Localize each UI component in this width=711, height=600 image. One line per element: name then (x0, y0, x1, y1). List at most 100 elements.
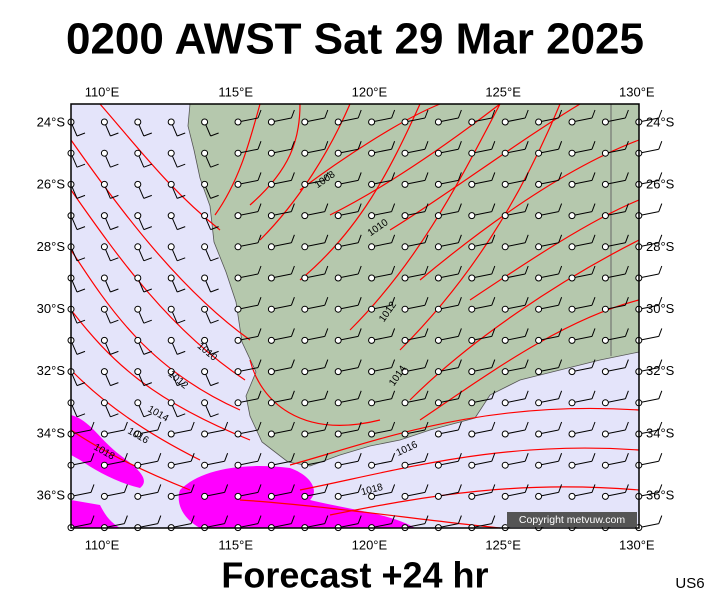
station (267, 212, 275, 220)
barb-feather (591, 359, 596, 368)
barb-feather (324, 453, 329, 462)
station (368, 368, 376, 376)
barb-feather (524, 484, 529, 493)
station (301, 492, 309, 500)
barb-feather (210, 319, 219, 324)
station (301, 336, 309, 344)
station (134, 212, 142, 220)
station (100, 212, 108, 220)
barb-feather (524, 390, 529, 399)
station (100, 305, 108, 313)
station (334, 212, 342, 220)
copyright-box (507, 512, 637, 527)
station (568, 368, 576, 376)
barb-feather (110, 163, 119, 168)
station (334, 336, 342, 344)
station (267, 368, 275, 376)
barb-feather (624, 141, 629, 150)
station (601, 430, 609, 438)
station (368, 305, 376, 313)
barb-feather (457, 265, 462, 275)
chart-code: US6 (675, 575, 704, 592)
station (535, 305, 543, 313)
station (601, 368, 609, 376)
lon-label: 115°E (218, 537, 253, 552)
barb-feather (257, 172, 262, 181)
barb-feather (190, 453, 195, 462)
barb-feather (110, 350, 119, 355)
barb-feather (558, 390, 563, 399)
barb-feather (658, 297, 663, 306)
barb-feather (558, 203, 563, 212)
station (267, 492, 275, 500)
station (234, 461, 242, 469)
barb-feather (324, 390, 329, 399)
station (568, 149, 576, 157)
isobar (70, 189, 246, 381)
station (134, 336, 142, 344)
station (167, 274, 175, 282)
barb-feather (257, 203, 262, 212)
lat-label: 32°S (37, 363, 66, 378)
barb-feather (658, 141, 663, 150)
station (201, 305, 209, 313)
barb-feather (658, 515, 663, 524)
barb-feather (391, 265, 396, 275)
station (568, 399, 576, 407)
barb-feather (491, 453, 496, 462)
station (267, 461, 275, 469)
station (501, 492, 509, 500)
station (167, 368, 175, 376)
barb-feather (324, 265, 329, 275)
barb-feather (391, 390, 396, 399)
barb-feather (177, 257, 186, 262)
station (368, 243, 376, 251)
barb-feather (110, 413, 119, 418)
barb-feather (524, 359, 529, 368)
barb-feather (357, 109, 362, 119)
station (535, 149, 543, 157)
station (434, 243, 442, 251)
barb-feather (76, 226, 86, 231)
barb-feather (177, 288, 186, 293)
station (468, 212, 476, 220)
station (267, 305, 275, 313)
barb-feather (177, 132, 186, 137)
station (434, 305, 442, 313)
station (468, 399, 476, 407)
station (201, 399, 209, 407)
station (134, 274, 142, 282)
barb-feather (357, 390, 362, 399)
station (601, 492, 609, 500)
station (368, 149, 376, 157)
barb-feather (224, 421, 229, 431)
barb-feather (591, 328, 596, 337)
barb-feather (324, 234, 329, 243)
barb-feather (224, 484, 229, 493)
barb-feather (591, 453, 596, 462)
station (368, 399, 376, 407)
barb-feather (110, 132, 119, 137)
station (267, 118, 275, 126)
station (434, 118, 442, 126)
barb-feather (558, 297, 563, 306)
station (134, 368, 142, 376)
barb-feather (558, 109, 563, 119)
station (100, 368, 108, 376)
lon-label: 130°E (619, 537, 655, 552)
barb-feather (524, 172, 529, 181)
station (434, 180, 442, 188)
station (201, 430, 209, 438)
barb-feather (591, 203, 596, 212)
barb-feather (658, 172, 663, 181)
barb-feather (210, 413, 219, 418)
barb-feather (110, 382, 119, 387)
barb-feather (624, 390, 629, 399)
barb-feather (357, 297, 362, 306)
barb-feather (157, 421, 162, 431)
station (167, 149, 175, 157)
barb-feather (143, 163, 152, 168)
station (301, 461, 309, 469)
barb-feather (143, 194, 152, 199)
barb-feather (143, 226, 152, 231)
